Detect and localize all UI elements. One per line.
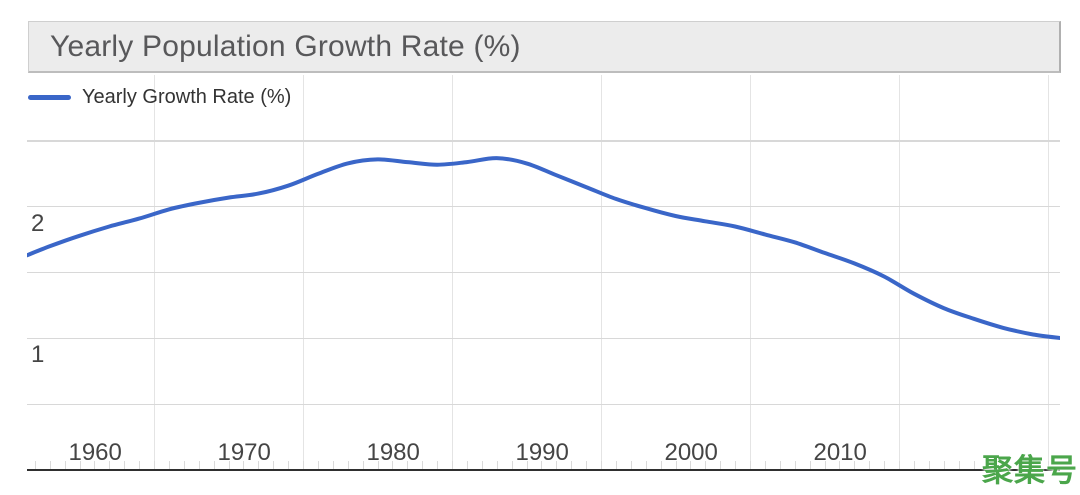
horizontal-gridline [27,206,1060,208]
growth-rate-line [27,156,1060,341]
x-axis-minor-tick [139,461,141,469]
x-axis-label: 1960 [68,439,122,466]
x-axis-minor-tick [168,461,170,469]
x-axis-minor-tick [422,461,424,469]
x-axis-minor-tick [913,461,915,469]
x-axis-minor-tick [332,461,334,469]
x-axis-minor-tick [764,461,766,469]
legend-label: Yearly Growth Rate (%) [82,85,292,108]
x-axis-minor-tick [407,461,409,469]
x-axis-minor-tick [377,461,379,469]
x-axis-minor-tick [437,461,439,469]
legend-line-swatch [28,94,71,100]
x-axis-minor-tick [481,461,483,469]
x-axis-minor-tick [735,461,737,469]
x-axis-minor-tick [958,461,960,469]
x-axis-label: 1990 [515,439,569,466]
x-axis-minor-tick [258,461,260,469]
horizontal-gridline [27,337,1060,340]
x-axis-minor-tick [556,461,558,469]
x-axis-minor-tick [809,461,811,469]
x-axis-minor-tick [49,461,51,469]
x-axis-minor-tick [526,461,528,469]
x-axis-minor-tick [675,461,677,469]
y-axis-label: 1 [31,341,45,369]
x-axis-minor-tick [1033,461,1035,469]
x-axis-minor-tick [899,461,900,469]
x-axis-minor-tick [615,461,617,469]
horizontal-gridline [27,140,1060,142]
x-axis-minor-tick [854,461,856,469]
x-axis-minor-tick [34,461,36,469]
x-axis-minor-tick [198,461,200,469]
x-axis-minor-tick [601,461,602,469]
chart-title-bar: Yearly Population Growth Rate (%) [28,21,1061,73]
x-axis-minor-tick [690,461,692,469]
x-axis-minor-tick [109,461,111,469]
chart-title: Yearly Population Growth Rate (%) [50,29,521,63]
x-axis-minor-tick [303,461,304,469]
x-axis-label: 1970 [217,439,271,466]
x-axis-minor-tick [869,461,871,469]
x-axis-minor-tick [824,461,826,469]
x-axis-minor-tick [317,461,319,469]
x-axis-minor-tick [720,461,722,469]
x-axis-minor-tick [586,461,588,469]
x-axis-minor-tick [705,461,707,469]
x-axis-minor-tick [511,461,513,469]
x-axis-minor-tick [928,461,930,469]
x-axis-minor-tick [541,461,543,469]
x-axis-label: 2000 [664,439,718,466]
x-axis-minor-tick [79,461,81,469]
x-axis-line [27,468,1060,471]
x-axis-minor-tick [452,461,453,469]
y-axis-label: 2 [31,209,45,237]
x-axis-minor-tick [183,461,185,469]
legend: Yearly Growth Rate (%) [28,84,291,110]
x-axis-minor-tick [660,461,662,469]
x-axis-minor-tick [124,461,126,469]
x-axis-minor-tick [243,461,245,469]
x-axis-minor-tick [1048,461,1049,469]
x-axis-minor-tick [973,461,975,469]
x-axis-minor-tick [94,461,96,469]
x-axis-minor-tick [466,461,468,469]
watermark: 聚集号 [982,453,1078,488]
x-axis-minor-tick [496,461,498,469]
x-axis-minor-tick [571,461,573,469]
x-axis-minor-tick [392,461,394,469]
x-axis-minor-tick [64,461,66,469]
x-axis-label: 1980 [366,439,420,466]
x-axis-minor-tick [988,461,990,469]
x-axis-minor-tick [1018,461,1020,469]
horizontal-gridline [27,403,1060,405]
x-axis-minor-tick [288,461,290,469]
x-axis-minor-tick [943,461,945,469]
x-axis-minor-tick [750,461,751,469]
x-axis-minor-tick [630,461,632,469]
horizontal-gridline [27,271,1060,274]
x-axis-minor-tick [884,461,886,469]
x-axis-label: 2010 [813,439,867,466]
x-axis-minor-tick [779,461,781,469]
x-axis-minor-tick [213,461,215,469]
x-axis-minor-tick [839,461,841,469]
x-axis-minor-tick [228,461,230,469]
x-axis-minor-tick [794,461,796,469]
x-axis-minor-tick [362,461,364,469]
x-axis-minor-tick [1003,461,1005,469]
x-axis-minor-tick [273,461,275,469]
x-axis-minor-tick [347,461,349,469]
x-axis-minor-tick [645,461,647,469]
x-axis-minor-tick [154,461,155,469]
